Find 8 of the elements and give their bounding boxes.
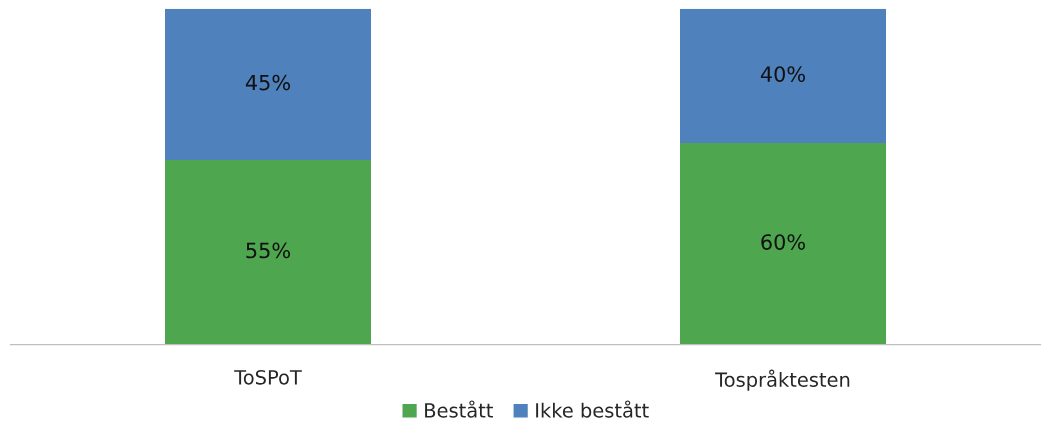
x-tick-label: Tospråktesten [715, 369, 850, 391]
x-tick-label: ToSPoT [234, 369, 302, 385]
data-label: 45% [245, 74, 291, 91]
data-label: 55% [246, 242, 291, 259]
legend-label: Bestått [425, 400, 493, 418]
data-label: 40% [760, 66, 805, 82]
data-label: 60% [761, 234, 805, 250]
legend-label: Ikke bestått [536, 400, 649, 418]
